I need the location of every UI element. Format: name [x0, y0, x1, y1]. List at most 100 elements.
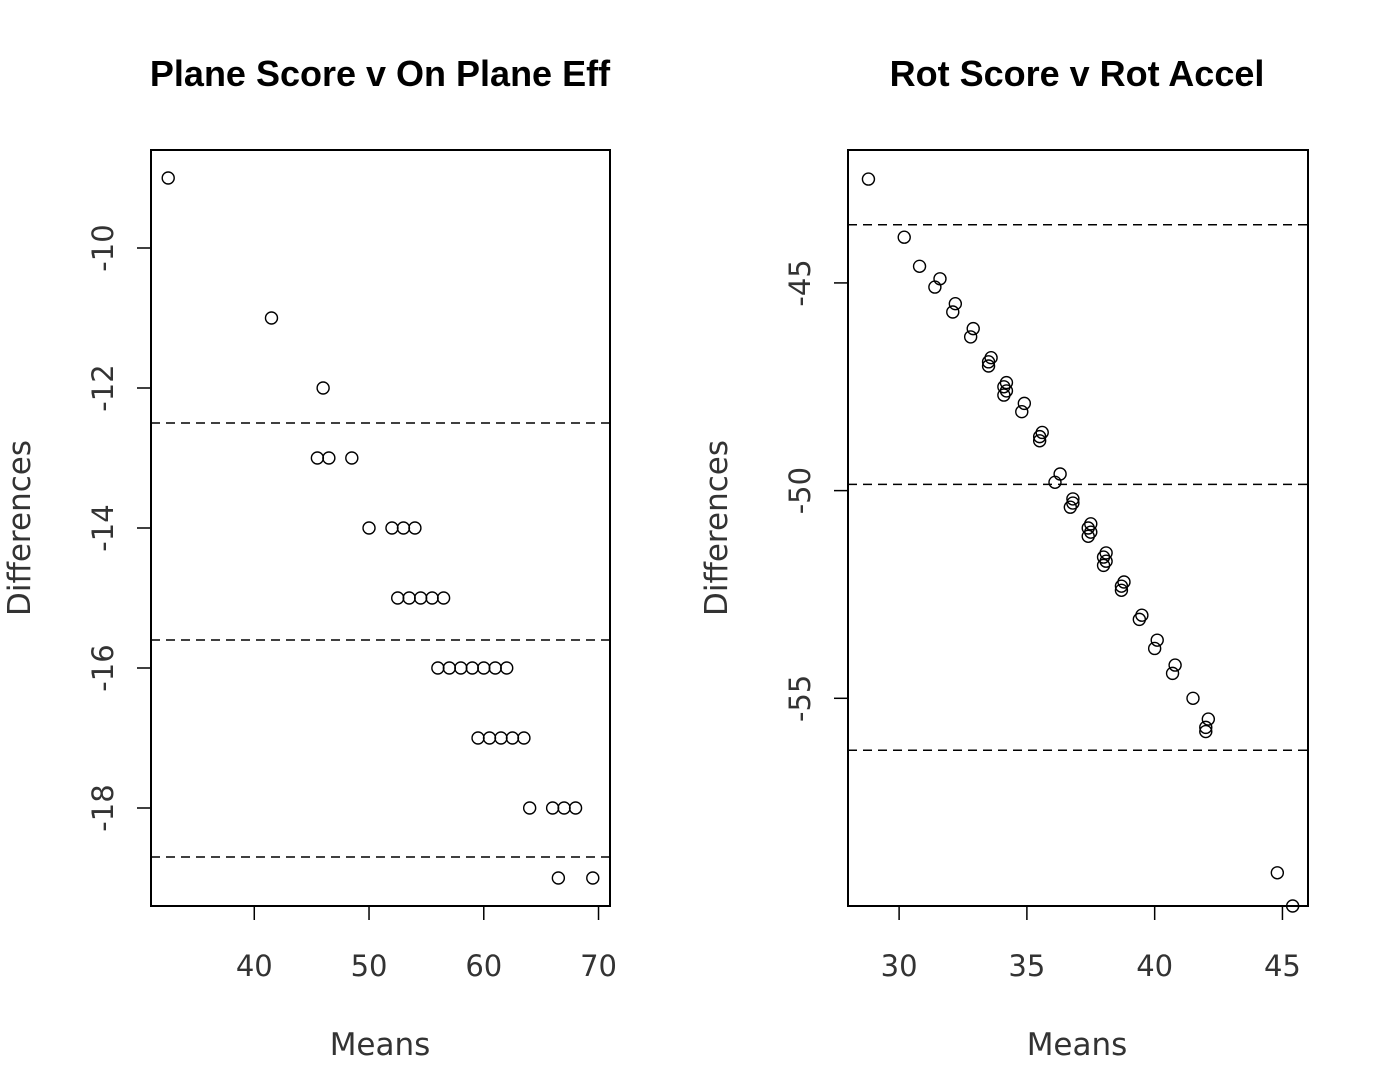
- data-point: [933, 272, 947, 286]
- data-point: [316, 381, 330, 395]
- chart-title: Plane Score v On Plane Eff: [150, 53, 611, 94]
- data-point: [517, 731, 531, 745]
- x-tick-label: 70: [580, 949, 617, 983]
- data-point: [505, 731, 520, 745]
- data-point: [1066, 492, 1080, 506]
- data-point: [1066, 496, 1080, 510]
- data-point: [1150, 633, 1164, 647]
- data-points: [161, 171, 600, 885]
- data-point: [1199, 720, 1213, 735]
- data-point: [997, 388, 1011, 402]
- x-tick-label: 30: [881, 949, 918, 983]
- y-tick-label: -12: [86, 364, 120, 411]
- y-tick-label: -55: [783, 675, 817, 722]
- data-point: [1063, 500, 1078, 514]
- x-tick-label: 50: [351, 949, 388, 983]
- data-point: [408, 521, 422, 535]
- data-point: [1015, 404, 1029, 419]
- data-point: [488, 661, 502, 675]
- data-point: [396, 521, 411, 535]
- data-point: [1199, 724, 1213, 739]
- data-point: [1032, 434, 1047, 448]
- y-tick-label: -45: [783, 259, 817, 306]
- chart-panel-rot: Rot Score v Rot Accel Means Differences …: [699, 53, 1309, 1063]
- data-point: [1084, 525, 1098, 539]
- data-point: [1099, 546, 1113, 560]
- data-point: [465, 661, 479, 675]
- data-point: [1270, 866, 1285, 880]
- data-point: [402, 591, 416, 605]
- y-tick-label: -18: [86, 784, 120, 831]
- data-point: [545, 801, 560, 815]
- data-point: [385, 521, 399, 535]
- plot-frame: [847, 149, 1309, 907]
- x-tick-label: 40: [1136, 949, 1173, 983]
- data-point: [425, 591, 439, 605]
- data-point: [1035, 425, 1049, 440]
- data-point: [436, 591, 451, 605]
- data-point: [568, 801, 583, 815]
- y-tick-label: -10: [86, 224, 120, 271]
- data-point: [471, 731, 485, 745]
- x-tick-label: 40: [236, 949, 273, 983]
- data-point: [494, 731, 508, 745]
- data-point: [966, 321, 980, 336]
- data-point: [161, 171, 175, 185]
- data-point: [1168, 658, 1182, 672]
- data-point: [1084, 517, 1098, 531]
- axis-ticks: 30 35 40 45 -45 -50 -55: [783, 259, 1301, 983]
- data-point: [1117, 575, 1131, 589]
- x-axis-label: Means: [1027, 1027, 1128, 1063]
- data-point: [946, 305, 960, 319]
- data-point: [482, 731, 497, 745]
- x-axis-label: Means: [330, 1027, 431, 1063]
- y-tick-label: -14: [86, 504, 120, 551]
- data-point: [322, 451, 336, 465]
- axis-ticks: 40 50 60 70 -10 -12 -14 -16 -18: [86, 224, 617, 983]
- data-point: [1114, 583, 1129, 598]
- data-point: [963, 330, 978, 344]
- data-point: [264, 311, 279, 325]
- data-point: [861, 172, 876, 186]
- x-tick-label: 60: [465, 949, 502, 983]
- data-point: [1186, 691, 1200, 706]
- y-tick-label: -16: [86, 644, 120, 691]
- data-points: [861, 172, 1300, 913]
- data-point: [1285, 899, 1300, 913]
- data-point: [345, 451, 359, 465]
- data-point: [981, 359, 996, 373]
- data-point: [500, 661, 514, 675]
- data-point: [391, 591, 405, 605]
- data-point: [984, 350, 998, 365]
- y-tick-label: -50: [783, 467, 817, 514]
- x-tick-label: 35: [1008, 949, 1045, 983]
- data-point: [1096, 558, 1111, 573]
- data-point: [1053, 467, 1067, 481]
- data-point: [1201, 712, 1216, 726]
- data-point: [999, 384, 1014, 398]
- data-point: [522, 801, 537, 815]
- y-axis-label: Differences: [699, 440, 735, 616]
- data-point: [948, 296, 963, 311]
- data-point: [431, 661, 445, 675]
- data-point: [1081, 529, 1095, 544]
- data-point: [999, 375, 1014, 390]
- data-point: [1135, 608, 1149, 622]
- data-point: [477, 661, 491, 675]
- data-point: [586, 871, 600, 885]
- data-point: [557, 801, 571, 815]
- plot-frame: [150, 149, 611, 907]
- data-point: [310, 451, 325, 465]
- data-point: [454, 661, 468, 675]
- x-tick-label: 45: [1264, 949, 1301, 983]
- data-point: [1099, 554, 1113, 568]
- data-point: [1017, 396, 1032, 411]
- data-point: [413, 591, 428, 605]
- data-point: [1165, 666, 1180, 681]
- chart-title: Rot Score v Rot Accel: [890, 53, 1265, 94]
- data-point: [1132, 612, 1147, 627]
- data-point: [1147, 641, 1162, 656]
- y-axis-label: Differences: [2, 440, 38, 616]
- data-point: [442, 661, 457, 675]
